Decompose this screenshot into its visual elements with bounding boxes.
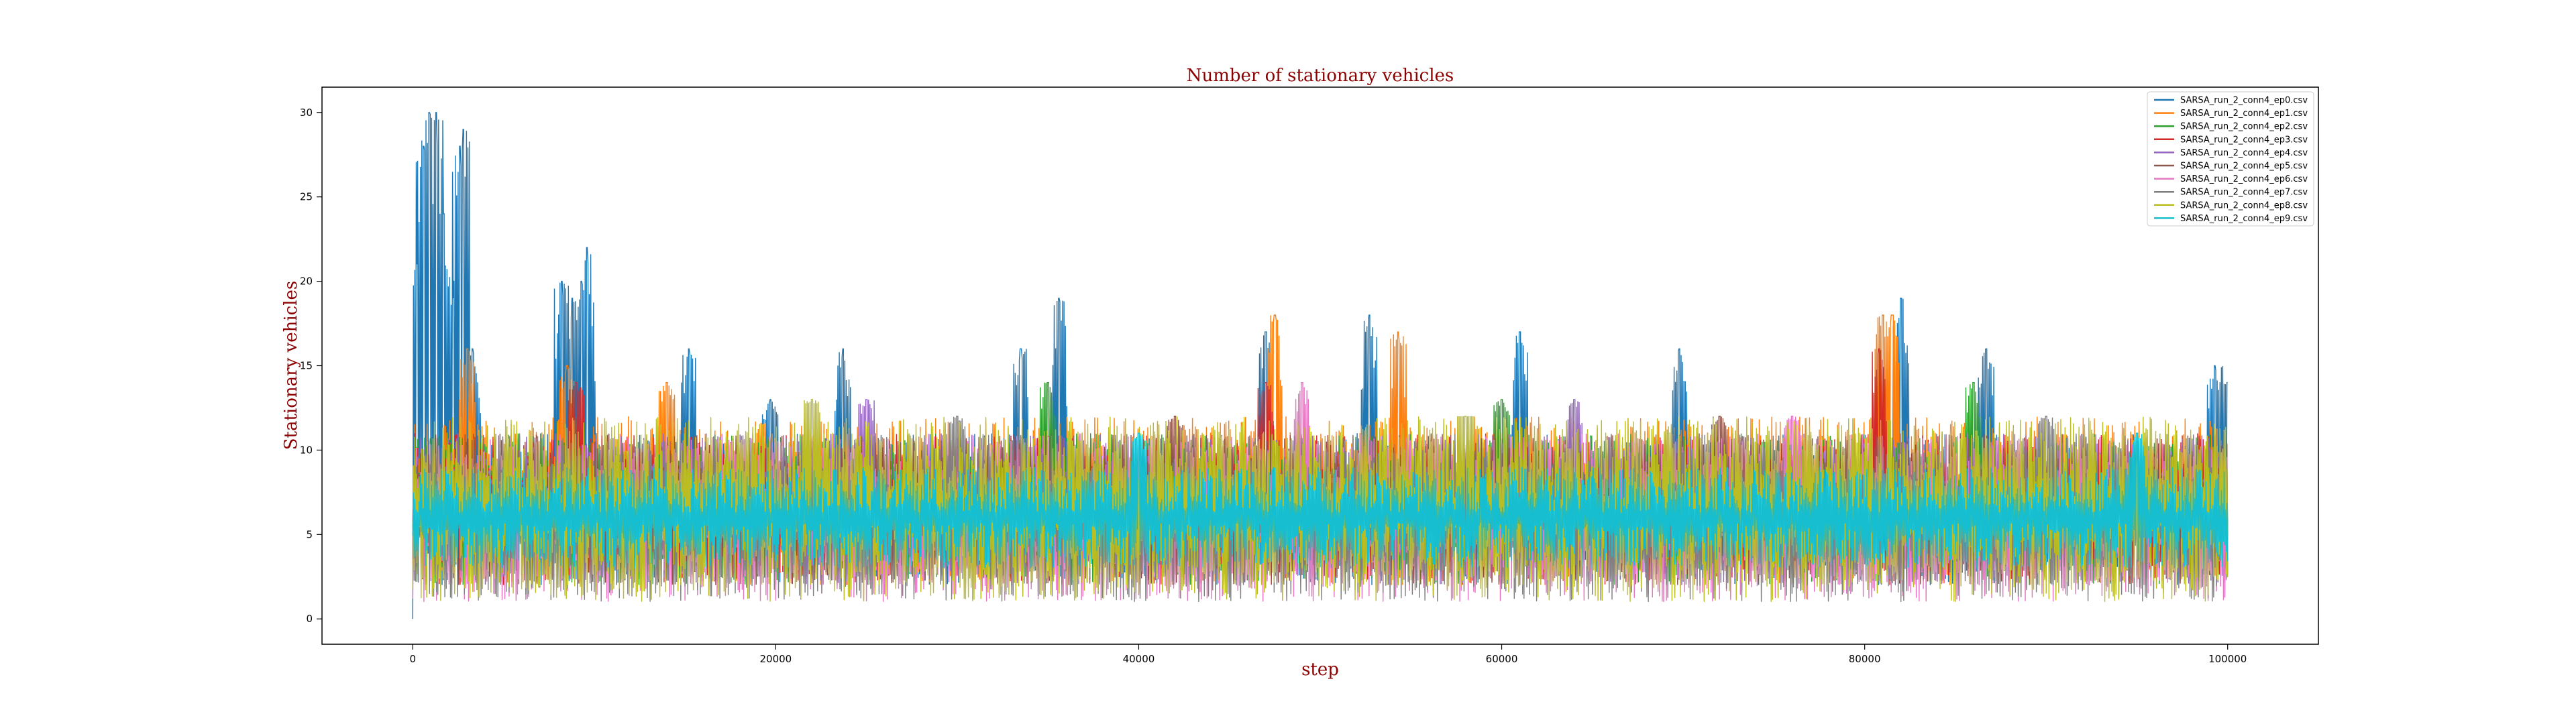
series-layer — [412, 112, 2229, 619]
chart-title: Number of stationary vehicles — [1187, 66, 1454, 86]
y-tick-label: 25 — [300, 191, 313, 203]
y-tick-label: 5 — [306, 528, 313, 540]
x-tick-label: 0 — [409, 653, 416, 665]
x-tick-label: 60000 — [1486, 653, 1518, 665]
x-tick-label: 40000 — [1123, 653, 1155, 665]
legend-label-ep6: SARSA_run_2_conn4_ep6.csv — [2180, 174, 2308, 184]
legend-label-ep0: SARSA_run_2_conn4_ep0.csv — [2180, 96, 2308, 106]
y-tick-label: 10 — [300, 444, 313, 456]
series-line-ep9 — [412, 432, 2229, 568]
x-axis-label: step — [1301, 660, 1339, 680]
legend-label-ep3: SARSA_run_2_conn4_ep3.csv — [2180, 135, 2308, 145]
y-axis-ticks: 0 5 10 15 20 25 30 — [300, 107, 322, 625]
legend-label-ep1: SARSA_run_2_conn4_ep1.csv — [2180, 109, 2308, 119]
legend-label-ep9: SARSA_run_2_conn4_ep9.csv — [2180, 214, 2308, 224]
y-axis-label: Stationary vehicles — [281, 281, 301, 450]
y-tick-label: 15 — [300, 360, 313, 372]
legend-box — [2147, 91, 2314, 227]
legend-label-ep4: SARSA_run_2_conn4_ep4.csv — [2180, 148, 2308, 158]
x-axis-ticks: 0 20000 40000 60000 80000 100000 — [409, 644, 2247, 665]
legend-label-ep5: SARSA_run_2_conn4_ep5.csv — [2180, 162, 2308, 172]
x-tick-label: 80000 — [1849, 653, 1881, 665]
y-tick-label: 0 — [306, 613, 313, 625]
y-tick-label: 30 — [300, 107, 313, 119]
x-tick-label: 20000 — [760, 653, 792, 665]
x-tick-label: 100000 — [2208, 653, 2247, 665]
legend: SARSA_run_2_conn4_ep0.csv SARSA_run_2_con… — [2147, 91, 2314, 227]
legend-label-ep7: SARSA_run_2_conn4_ep7.csv — [2180, 188, 2308, 198]
legend-label-ep2: SARSA_run_2_conn4_ep2.csv — [2180, 122, 2308, 132]
legend-label-ep8: SARSA_run_2_conn4_ep8.csv — [2180, 200, 2308, 210]
y-tick-label: 20 — [300, 276, 313, 288]
